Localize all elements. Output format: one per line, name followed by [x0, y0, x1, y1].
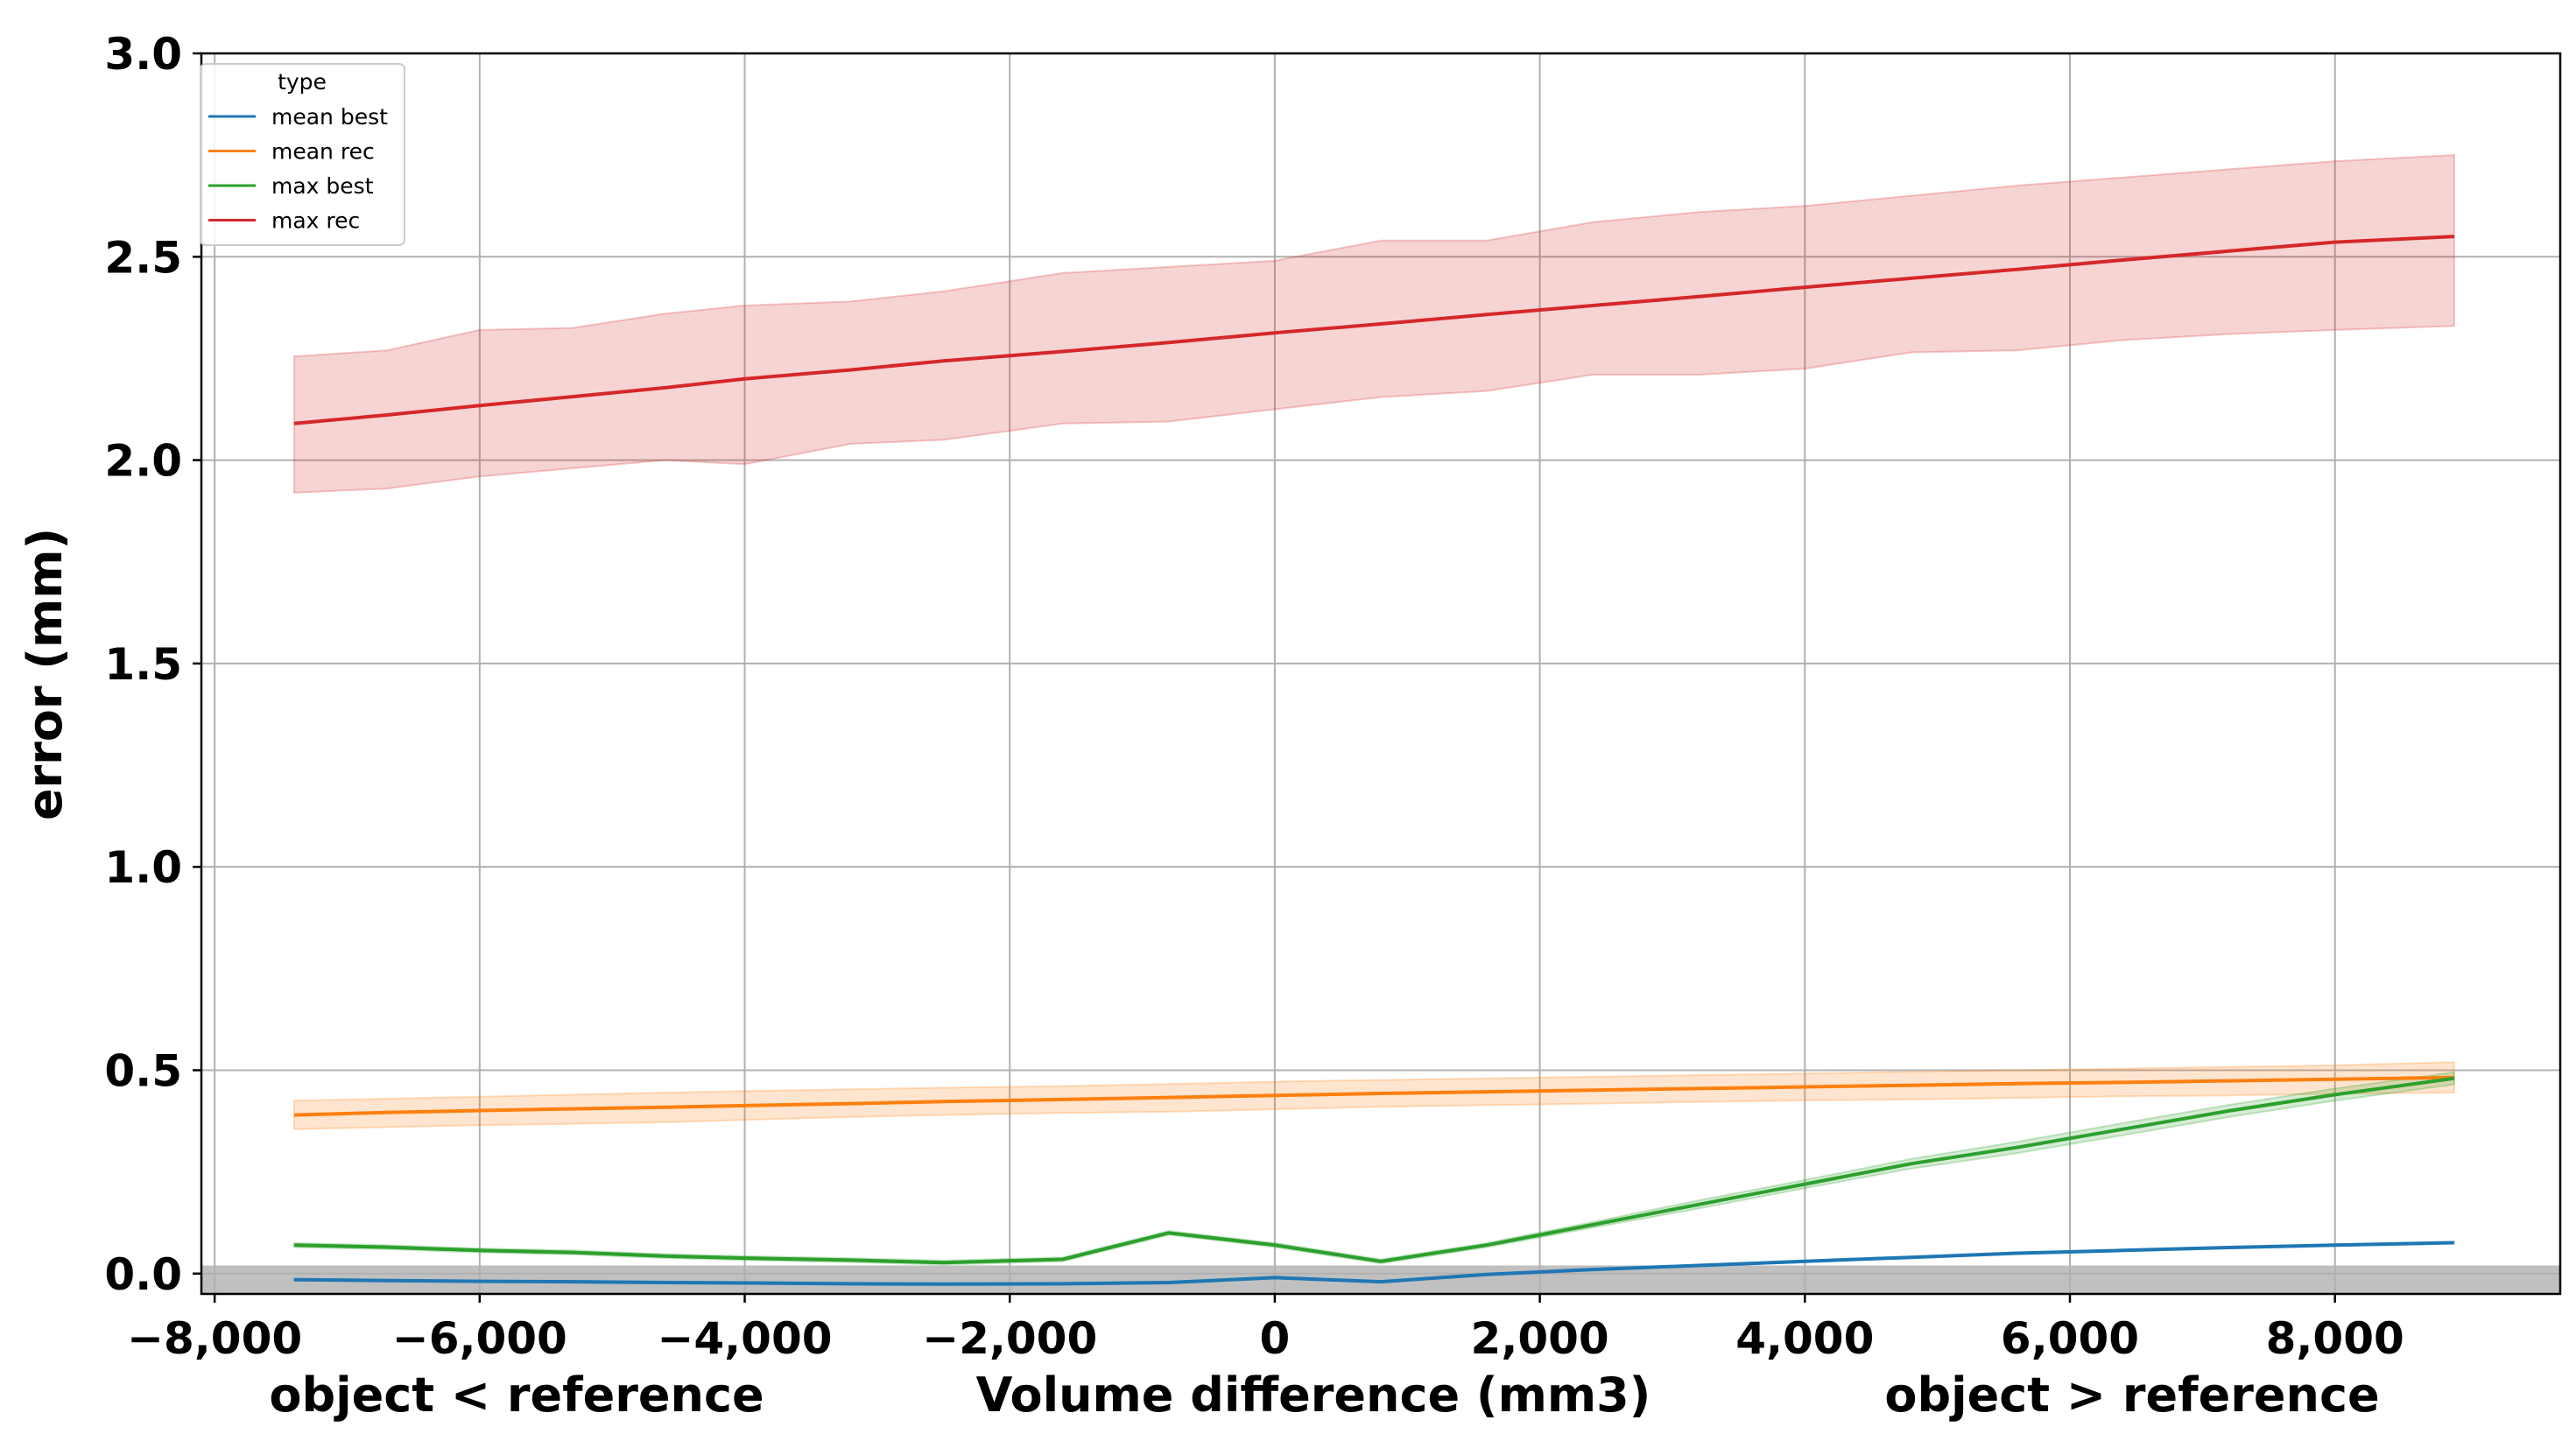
legend-entry: mean best: [271, 104, 388, 130]
y-axis-label: error (mm): [18, 528, 73, 820]
x-tick-label: −4,000: [657, 1313, 832, 1364]
y-tick-label: 1.5: [104, 639, 182, 690]
y-tick-label: 2.0: [104, 436, 182, 487]
x-tick-label: 2,000: [1471, 1313, 1609, 1364]
x-axis-label-right: object > reference: [1884, 1367, 2379, 1423]
y-tick-label: 0.0: [104, 1249, 182, 1300]
series-line: [293, 1076, 2455, 1265]
legend-entry: max best: [271, 173, 374, 199]
x-tick-label: −6,000: [392, 1313, 567, 1364]
x-tick-labels: −8,000 −6,000 −4,000 −2,000 0 2,000 4,000 6,000…: [127, 1313, 2404, 1364]
y-tick-label: 0.5: [104, 1045, 182, 1096]
x-tick-label: −2,000: [922, 1313, 1097, 1364]
x-axis-label-left: object < reference: [269, 1367, 764, 1423]
y-tick-label: 2.5: [104, 232, 182, 283]
series-lines: [293, 235, 2455, 1286]
axes-frame: [193, 52, 2562, 1303]
series-line: [293, 1241, 2454, 1286]
plot-area: [201, 53, 2560, 1294]
plot-background: [201, 53, 2560, 1294]
x-tick-label: 4,000: [1735, 1313, 1874, 1364]
zero-shaded-band: [201, 1265, 2560, 1294]
axes-border: [200, 52, 2562, 1296]
x-tick-label: 8,000: [2266, 1313, 2404, 1364]
legend-title: type: [278, 69, 327, 95]
y-tick-label: 3.0: [104, 29, 182, 80]
x-tick-label: −8,000: [127, 1313, 302, 1364]
x-tick-label: 6,000: [2001, 1313, 2139, 1364]
confidence-band: [292, 1061, 2455, 1130]
legend-entry: max rec: [271, 208, 360, 234]
confidence-band: [292, 1071, 2455, 1266]
y-tick-label: 1.0: [104, 842, 182, 893]
series-line: [293, 235, 2454, 425]
x-axis-label: Volume difference (mm3): [976, 1367, 1651, 1423]
legend-box: [200, 63, 405, 246]
legend-entry: mean rec: [271, 139, 375, 165]
legend-items: mean best mean rec max best max rec: [208, 104, 388, 234]
series-line: [293, 1075, 2454, 1117]
y-tick-labels: 0.0 0.5 1.0 1.5 2.0 2.5 3.0: [104, 29, 182, 1300]
legend: type mean best mean rec max best max rec: [200, 63, 405, 246]
x-tick-label: 0: [1260, 1313, 1291, 1364]
